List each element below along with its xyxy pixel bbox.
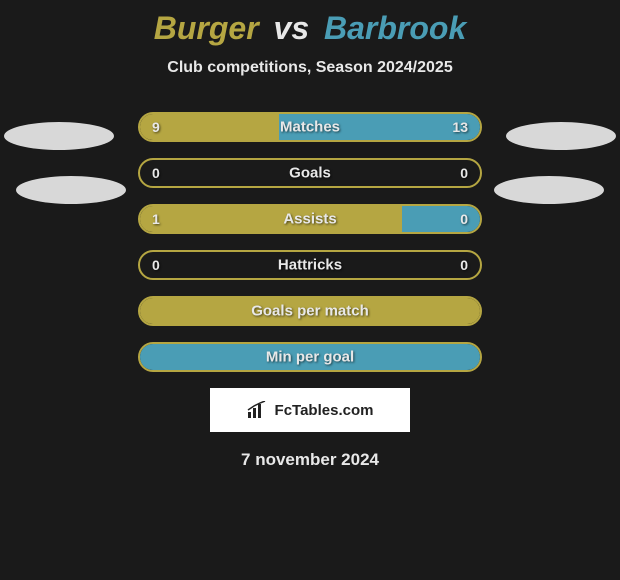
stat-label: Goals per match: [251, 303, 369, 320]
stat-fill-right: [402, 206, 480, 232]
stat-value-left: 0: [152, 257, 160, 273]
stat-value-right: 0: [460, 165, 468, 181]
side-ellipse: [494, 176, 604, 204]
player2-name: Barbrook: [324, 10, 466, 46]
stat-label: Matches: [280, 119, 340, 136]
stat-row: Goals per match: [138, 296, 482, 326]
stat-row: Hattricks 0 0: [138, 250, 482, 280]
stat-row: Min per goal: [138, 342, 482, 372]
comparison-title: Burger vs Barbrook: [0, 10, 620, 47]
source-badge: FcTables.com: [210, 388, 410, 432]
stat-value-left: 9: [152, 119, 160, 135]
stat-value-right: 0: [460, 211, 468, 227]
stat-value-right: 0: [460, 257, 468, 273]
side-ellipse: [506, 122, 616, 150]
stat-row: Matches 9 13: [138, 112, 482, 142]
stat-label: Assists: [283, 211, 336, 228]
badge-text: FcTables.com: [275, 402, 374, 419]
stat-value-left: 1: [152, 211, 160, 227]
stat-row: Goals 0 0: [138, 158, 482, 188]
stat-label: Min per goal: [266, 349, 354, 366]
stats-area: Matches913Goals00Assists10Hattricks00Goa…: [0, 112, 620, 372]
stat-label: Goals: [289, 165, 331, 182]
stat-fill-left: [140, 206, 402, 232]
stat-row: Assists 1 0: [138, 204, 482, 234]
side-ellipse: [16, 176, 126, 204]
date: 7 november 2024: [0, 450, 620, 470]
stat-value-right: 13: [452, 119, 468, 135]
subtitle: Club competitions, Season 2024/2025: [0, 59, 620, 77]
stat-label: Hattricks: [278, 257, 342, 274]
vs-text: vs: [274, 10, 310, 46]
stat-value-left: 0: [152, 165, 160, 181]
side-ellipse: [4, 122, 114, 150]
player1-name: Burger: [154, 10, 259, 46]
stat-fill-left: [140, 114, 279, 140]
chart-icon: [247, 401, 269, 419]
